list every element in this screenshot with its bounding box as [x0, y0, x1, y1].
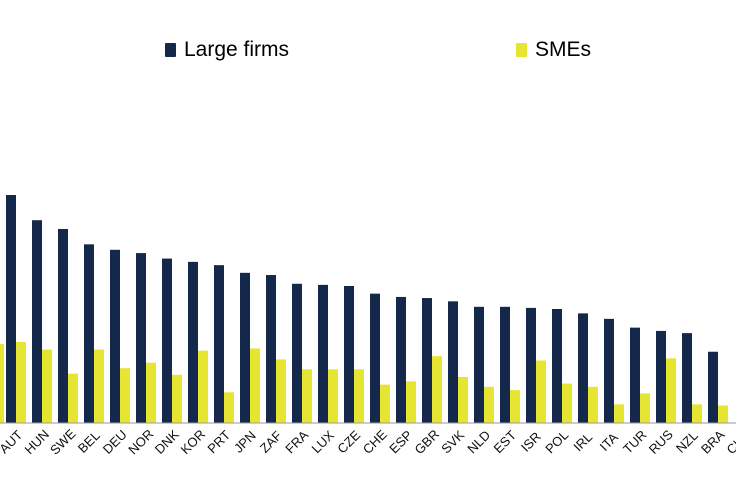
legend-label-smes: SMEs — [535, 38, 592, 61]
bar-smes-isr — [536, 360, 546, 423]
x-tick-label-nor: NOR — [125, 426, 156, 457]
bar-smes-prt — [224, 392, 234, 423]
x-tick-label-lux: LUX — [309, 427, 338, 456]
bar-smes-che — [380, 384, 390, 423]
x-tick-label-swe: SWE — [47, 426, 79, 458]
bar-large-firms-fra — [292, 283, 302, 423]
bar-large-firms-svk — [448, 301, 458, 423]
x-tick-label-zaf: ZAF — [257, 428, 285, 456]
bar-smes-swe — [68, 373, 78, 423]
x-tick-label-dnk: DNK — [152, 427, 182, 457]
bar-smes-nld — [484, 386, 494, 423]
x-tick-label-bra: BRA — [698, 427, 728, 457]
bar-large-firms-gbr — [422, 298, 432, 423]
x-tick-label-isr: ISR — [518, 429, 544, 455]
x-tick-labels: AUTHUNSWEBELDEUNORDNKKORPRTJPNZAFFRALUXC… — [0, 426, 736, 458]
bar-smes-pol — [562, 383, 572, 423]
bar-large-firms-che — [370, 293, 380, 423]
bar-large-firms-nzl — [682, 333, 692, 423]
bar-large-firms-zaf — [266, 275, 276, 423]
bar-smes-kor — [198, 350, 208, 423]
bar-smes-esp — [406, 381, 416, 423]
bar-large-firms-isr — [526, 307, 536, 423]
bar-smes-rus — [666, 358, 676, 423]
bar-smes-hun — [42, 349, 52, 423]
bar-large-firms-ita — [604, 318, 614, 423]
bar-large-firms-cze — [344, 285, 354, 423]
x-tick-label-gbr: GBR — [412, 427, 443, 458]
bar-smes-nor — [146, 362, 156, 423]
bar-large-firms-bra — [708, 351, 718, 423]
x-tick-label-hun: HUN — [22, 427, 53, 458]
legend-smes: SMEs — [516, 36, 591, 64]
bar-large-firms-prt — [214, 265, 224, 423]
x-tick-label-fra: FRA — [282, 427, 311, 456]
x-tick-label-nzl: NZL — [673, 428, 701, 456]
bar-large-firms-deu — [110, 249, 120, 423]
x-tick-label-nld: NLD — [464, 427, 493, 456]
x-tick-label-esp: ESP — [386, 427, 415, 456]
bar-smes-bel — [94, 349, 104, 423]
bar-large-firms-pol — [552, 309, 562, 423]
x-tick-label-prt: PRT — [204, 427, 233, 456]
bar-large-firms-tur — [630, 327, 640, 423]
legend-swatch-smes — [516, 43, 527, 57]
bar-smes-nzl — [692, 404, 702, 423]
bar-large-firms-lux — [318, 284, 328, 423]
bar-smes-est — [510, 390, 520, 423]
bar-smes-irl — [588, 386, 598, 423]
legend-swatch-large-firms — [165, 43, 176, 57]
bar-smes-bra — [718, 405, 728, 423]
x-tick-label-tur: TUR — [620, 427, 649, 456]
bar-large-firms-irl — [578, 313, 588, 423]
x-tick-label-aut: AUT — [0, 427, 25, 456]
bar-large-firms-aut — [6, 195, 16, 423]
bar-smes-zaf — [276, 359, 286, 423]
bar-large-firms-nor — [136, 253, 146, 423]
x-tick-label-ita: ITA — [597, 429, 621, 453]
bar-large-firms-hun — [32, 220, 42, 423]
bar-smes-lux — [328, 369, 338, 423]
bar-large-firms-kor — [188, 261, 198, 423]
x-tick-label-pol: POL — [542, 427, 571, 456]
bar-smes-fra — [302, 369, 312, 423]
bar-smes-cropped — [0, 344, 4, 423]
bar-smes-aut — [16, 341, 26, 423]
x-tick-label-svk: SVK — [438, 427, 467, 456]
x-tick-label-bel: BEL — [75, 428, 103, 456]
bar-large-firms-jpn — [240, 272, 250, 423]
bar-large-firms-dnk — [162, 258, 172, 423]
x-tick-label-rus: RUS — [646, 427, 676, 457]
x-tick-label-jpn: JPN — [231, 428, 259, 456]
bar-smes-deu — [120, 368, 130, 423]
legend-large-firms: Large firms — [165, 36, 289, 64]
x-tick-label-cze: CZE — [334, 427, 363, 456]
x-tick-label-irl: IRL — [570, 429, 595, 454]
bar-large-firms-swe — [58, 228, 68, 423]
bars-group — [0, 195, 728, 423]
bar-large-firms-bel — [84, 244, 94, 423]
bar-large-firms-est — [500, 306, 510, 423]
bar-smes-ita — [614, 404, 624, 423]
bar-smes-svk — [458, 376, 468, 423]
x-tick-label-deu: DEU — [100, 427, 130, 457]
bar-smes-gbr — [432, 356, 442, 423]
bar-large-firms-nld — [474, 306, 484, 423]
legend-label-large-firms: Large firms — [184, 38, 290, 61]
bar-large-firms-rus — [656, 330, 666, 423]
bar-smes-dnk — [172, 374, 182, 423]
x-tick-label-est: EST — [491, 428, 520, 457]
x-tick-label-kor: KOR — [178, 427, 209, 458]
x-tick-label-che: CHE — [360, 427, 390, 457]
x-tick-label-chn: CHN — [724, 427, 736, 458]
bar-large-firms-esp — [396, 296, 406, 423]
bar-smes-tur — [640, 393, 650, 423]
bar-smes-jpn — [250, 348, 260, 423]
bar-smes-cze — [354, 369, 364, 423]
